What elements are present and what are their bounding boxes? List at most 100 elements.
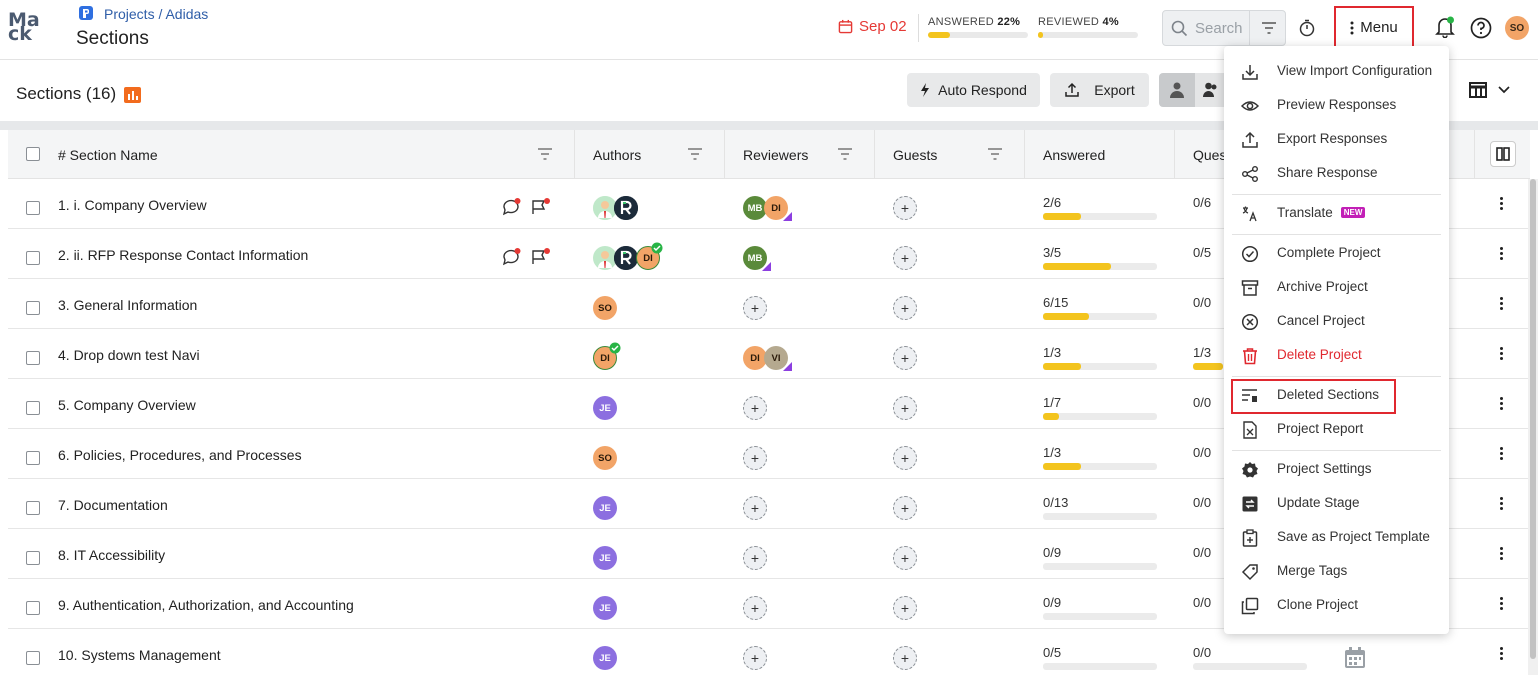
column-header-answered[interactable]: Answered — [1043, 146, 1106, 163]
author-avatar-logo[interactable] — [614, 196, 638, 220]
add-guest-button[interactable]: + — [893, 196, 917, 220]
section-name[interactable]: 1. i. Company Overview — [58, 197, 207, 213]
comment-icon[interactable] — [502, 198, 522, 216]
menu-item-delete-project[interactable]: Delete Project — [1224, 338, 1449, 372]
filter-icon[interactable] — [537, 147, 553, 161]
row-checkbox[interactable] — [26, 451, 40, 465]
author-avatar-image[interactable] — [593, 246, 617, 270]
app-logo[interactable]: Ma ck — [8, 11, 44, 44]
due-date[interactable]: Sep 02 — [838, 16, 907, 36]
row-checkbox[interactable] — [26, 601, 40, 615]
menu-button[interactable]: Menu — [1334, 6, 1414, 49]
table-scrollbar[interactable] — [1528, 179, 1538, 675]
section-name[interactable]: 9. Authentication, Authorization, and Ac… — [58, 597, 354, 613]
section-name[interactable]: 6. Policies, Procedures, and Processes — [58, 447, 302, 463]
add-reviewer-button[interactable]: + — [743, 446, 767, 470]
author-avatar[interactable]: SO — [593, 296, 617, 320]
reviewer-avatar[interactable]: DI — [743, 346, 767, 370]
row-actions-icon[interactable] — [1498, 246, 1504, 262]
author-avatar[interactable]: SO — [593, 446, 617, 470]
menu-item-view-import-configuration[interactable]: View Import Configuration — [1224, 54, 1449, 88]
flag-icon[interactable] — [530, 248, 552, 266]
menu-item-archive-project[interactable]: Archive Project — [1224, 270, 1449, 304]
notification-bell-icon[interactable] — [1435, 16, 1455, 38]
filter-icon[interactable] — [987, 147, 1003, 161]
add-reviewer-button[interactable]: + — [743, 496, 767, 520]
add-reviewer-button[interactable]: + — [743, 396, 767, 420]
column-header-section-name[interactable]: # Section Name — [58, 146, 158, 163]
add-guest-button[interactable]: + — [893, 596, 917, 620]
menu-item-cancel-project[interactable]: Cancel Project — [1224, 304, 1449, 338]
reviewer-avatar[interactable]: VI — [764, 346, 788, 370]
add-reviewer-button[interactable]: + — [743, 646, 767, 670]
search-box[interactable]: Search — [1162, 10, 1286, 46]
menu-item-translate[interactable]: Translate NEW — [1224, 196, 1449, 230]
add-guest-button[interactable]: + — [893, 246, 917, 270]
column-header-guests[interactable]: Guests — [893, 146, 938, 163]
flag-icon[interactable] — [530, 198, 552, 216]
section-name[interactable]: 8. IT Accessibility — [58, 547, 166, 563]
export-button[interactable]: Export — [1050, 73, 1149, 107]
row-actions-icon[interactable] — [1498, 196, 1504, 212]
row-checkbox[interactable] — [26, 251, 40, 265]
due-calendar-icon[interactable] — [1344, 647, 1366, 669]
row-checkbox[interactable] — [26, 401, 40, 415]
table-row[interactable]: 10. Systems Management JE + + 0/5 0/0 — [8, 629, 1530, 679]
select-all-checkbox[interactable] — [26, 147, 40, 161]
menu-item-clone-project[interactable]: Clone Project — [1224, 588, 1449, 622]
view-multi-user-toggle[interactable] — [1195, 73, 1225, 107]
row-checkbox[interactable] — [26, 501, 40, 515]
chevron-down-icon[interactable] — [1497, 85, 1511, 95]
row-actions-icon[interactable] — [1498, 496, 1504, 512]
add-guest-button[interactable]: + — [893, 646, 917, 670]
chart-icon[interactable] — [124, 87, 141, 103]
add-guest-button[interactable]: + — [893, 296, 917, 320]
add-guest-button[interactable]: + — [893, 396, 917, 420]
row-checkbox[interactable] — [26, 551, 40, 565]
row-actions-icon[interactable] — [1498, 396, 1504, 412]
scrollbar-thumb[interactable] — [1530, 179, 1536, 659]
row-checkbox[interactable] — [26, 651, 40, 665]
section-name[interactable]: 7. Documentation — [58, 497, 168, 513]
row-actions-icon[interactable] — [1498, 646, 1504, 662]
reviewer-avatar[interactable]: DI — [764, 196, 788, 220]
section-name[interactable]: 2. ii. RFP Response Contact Information — [58, 247, 309, 263]
add-reviewer-button[interactable]: + — [743, 296, 767, 320]
menu-item-export-responses[interactable]: Export Responses — [1224, 122, 1449, 156]
breadcrumb[interactable]: Projects / Adidas — [104, 6, 209, 22]
menu-item-project-settings[interactable]: Project Settings — [1224, 452, 1449, 486]
add-guest-button[interactable]: + — [893, 446, 917, 470]
row-actions-icon[interactable] — [1498, 446, 1504, 462]
menu-item-merge-tags[interactable]: Merge Tags — [1224, 554, 1449, 588]
menu-item-complete-project[interactable]: Complete Project — [1224, 236, 1449, 270]
add-reviewer-button[interactable]: + — [743, 596, 767, 620]
column-header-authors[interactable]: Authors — [593, 146, 642, 163]
menu-item-preview-responses[interactable]: Preview Responses — [1224, 88, 1449, 122]
row-checkbox[interactable] — [26, 201, 40, 215]
menu-item-save-as-project-template[interactable]: Save as Project Template — [1224, 520, 1449, 554]
author-avatar-image[interactable] — [593, 196, 617, 220]
author-avatar-logo[interactable] — [614, 246, 638, 270]
menu-item-update-stage[interactable]: Update Stage — [1224, 486, 1449, 520]
author-avatar[interactable]: JE — [593, 646, 617, 670]
filter-icon[interactable] — [837, 147, 853, 161]
search-filter-button[interactable] — [1249, 11, 1287, 45]
section-name[interactable]: 10. Systems Management — [58, 647, 221, 663]
layout-table-icon[interactable] — [1469, 82, 1487, 98]
add-guest-button[interactable]: + — [893, 496, 917, 520]
add-guest-button[interactable]: + — [893, 546, 917, 570]
add-guest-button[interactable]: + — [893, 346, 917, 370]
section-name[interactable]: 5. Company Overview — [58, 397, 196, 413]
row-checkbox[interactable] — [26, 301, 40, 315]
search-input[interactable]: Search — [1195, 20, 1243, 37]
view-single-user-toggle[interactable] — [1159, 73, 1195, 107]
add-reviewer-button[interactable]: + — [743, 546, 767, 570]
auto-respond-button[interactable]: Auto Respond — [907, 73, 1040, 107]
timer-icon[interactable] — [1298, 19, 1316, 37]
reviewer-avatar[interactable]: MB — [743, 246, 767, 270]
user-avatar[interactable]: SO — [1505, 16, 1529, 40]
row-actions-icon[interactable] — [1498, 546, 1504, 562]
row-actions-icon[interactable] — [1498, 596, 1504, 612]
author-avatar[interactable]: JE — [593, 596, 617, 620]
column-settings-button[interactable] — [1490, 141, 1516, 167]
